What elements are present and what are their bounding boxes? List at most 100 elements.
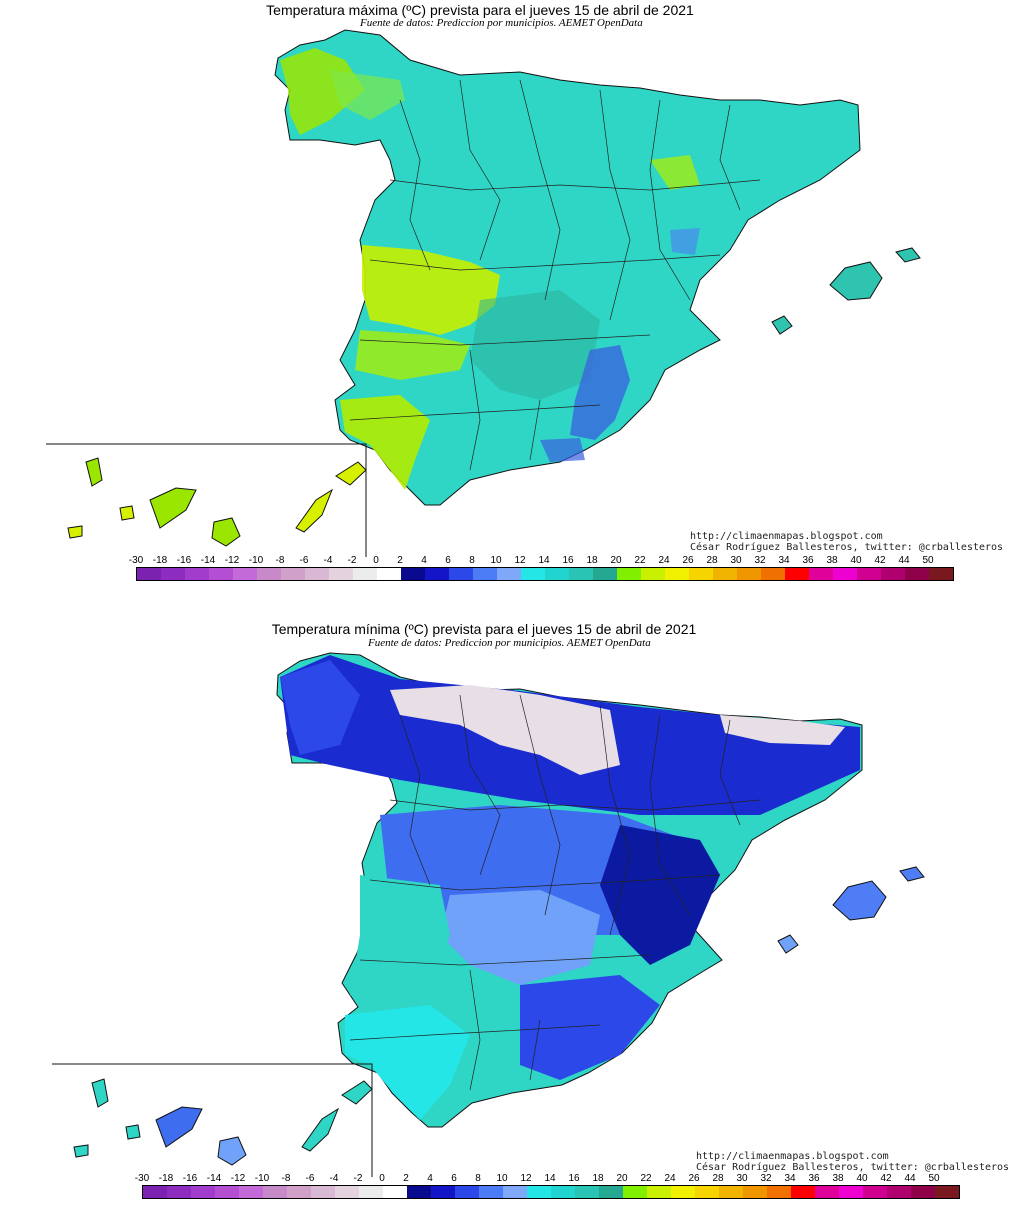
legend-swatch xyxy=(407,1186,431,1198)
legend-tick-label: 50 xyxy=(922,555,934,566)
legend-swatch xyxy=(623,1186,647,1198)
pyrenees-snow-patch xyxy=(720,715,845,745)
legend-swatch xyxy=(329,568,353,580)
min-temp-panel: Temperatura mínima (ºC) prevista para el… xyxy=(0,615,1024,1199)
max-temp-panel: Temperatura máxima (ºC) prevista para el… xyxy=(0,0,1024,590)
legend-tick-label: 32 xyxy=(754,555,766,566)
east-dark-patch xyxy=(600,825,720,965)
extremadura-patch xyxy=(355,330,470,380)
canary-islands xyxy=(67,457,367,547)
mallorca-shape xyxy=(832,880,887,921)
legend-tick-label: 8 xyxy=(469,555,475,566)
legend-swatch xyxy=(593,568,617,580)
legend-tick-label: -8 xyxy=(281,1173,291,1184)
legend-swatch xyxy=(239,1186,263,1198)
legend-swatch xyxy=(143,1186,167,1198)
legend-tick-label: 30 xyxy=(730,555,742,566)
legend-swatch xyxy=(665,568,689,580)
iberian-range-patch xyxy=(670,228,700,255)
legend-swatch xyxy=(641,568,665,580)
legend-swatch xyxy=(857,568,881,580)
legend-swatch xyxy=(311,1186,335,1198)
canary-islands xyxy=(73,1078,373,1166)
legend-swatch xyxy=(761,568,785,580)
legend-swatch xyxy=(359,1186,383,1198)
legend-swatch xyxy=(785,568,809,580)
legend-tick-label: -16 xyxy=(182,1173,198,1184)
legend-swatch xyxy=(671,1186,695,1198)
north-snow-patch xyxy=(390,685,620,775)
legend-swatch xyxy=(263,1186,287,1198)
legend-swatch xyxy=(281,568,305,580)
legend-tick-label: -2 xyxy=(347,555,357,566)
legend-tick-label: 42 xyxy=(880,1173,892,1184)
legend-tick-label: 36 xyxy=(802,555,814,566)
legend-swatch xyxy=(719,1186,743,1198)
legend-tick-label: 18 xyxy=(592,1173,604,1184)
legend-swatch xyxy=(809,568,833,580)
min-map-subtitle: Fuente de datos: Prediccion por municipi… xyxy=(368,637,651,649)
south-east-blue-patch xyxy=(520,975,660,1080)
legend-swatch xyxy=(713,568,737,580)
credit-author: César Rodríguez Ballesteros, twitter: @c… xyxy=(696,1162,1010,1173)
max-credits: http://climaenmapas.blogspot.com César R… xyxy=(690,531,1003,553)
legend-swatch xyxy=(449,568,473,580)
max-legend: -30 -18 -16 -14 -12 -10 -8 -6 -4 -2 0 2 4 6 8 10 12 14 16 1… xyxy=(0,555,1024,595)
legend-tick-label: -6 xyxy=(305,1173,315,1184)
legend-tick-label: 12 xyxy=(520,1173,532,1184)
legend-tick-label: 4 xyxy=(427,1173,433,1184)
credit-url: http://climaenmapas.blogspot.com xyxy=(696,1151,889,1162)
legend-tick-label: -30 xyxy=(134,1173,150,1184)
legend-tick-label: -14 xyxy=(206,1173,222,1184)
legend-tick-label: 44 xyxy=(904,1173,916,1184)
legend-swatch xyxy=(473,568,497,580)
legend-swatch xyxy=(209,568,233,580)
ibiza-shape xyxy=(771,315,793,335)
legend-tick-label: 24 xyxy=(664,1173,676,1184)
legend-swatch xyxy=(911,1186,935,1198)
legend-swatch xyxy=(695,1186,719,1198)
legend-tick-label: 20 xyxy=(610,555,622,566)
legend-swatch xyxy=(431,1186,455,1198)
centre-light-blue-patch xyxy=(440,890,600,985)
legend-tick-label: 16 xyxy=(562,555,574,566)
south-east-cold-patch xyxy=(570,345,630,440)
legend-tick-label: 22 xyxy=(640,1173,652,1184)
max-legend-swatches xyxy=(136,567,954,581)
legend-tick-label: 10 xyxy=(496,1173,508,1184)
legend-swatch xyxy=(191,1186,215,1198)
legend-swatch xyxy=(791,1186,815,1198)
legend-swatch xyxy=(737,568,761,580)
legend-swatch xyxy=(647,1186,671,1198)
legend-tick-label: -2 xyxy=(353,1173,363,1184)
asturias-patch xyxy=(330,70,405,120)
legend-tick-label: -14 xyxy=(200,555,216,566)
legend-tick-label: -18 xyxy=(158,1173,174,1184)
mainland-shape xyxy=(274,29,861,506)
legend-tick-label: -4 xyxy=(329,1173,339,1184)
legend-tick-label: 38 xyxy=(832,1173,844,1184)
min-credits: http://climaenmapas.blogspot.com César R… xyxy=(696,1151,1009,1173)
max-map-subtitle: Fuente de datos: Prediccion por municipi… xyxy=(360,17,643,29)
legend-tick-label: 50 xyxy=(928,1173,940,1184)
legend-tick-label: 26 xyxy=(688,1173,700,1184)
legend-swatch xyxy=(905,568,929,580)
legend-swatch xyxy=(305,568,329,580)
legend-tick-label: 0 xyxy=(379,1173,385,1184)
legend-swatch xyxy=(497,568,521,580)
legend-tick-label: -6 xyxy=(299,555,309,566)
legend-tick-label: 22 xyxy=(634,555,646,566)
legend-tick-label: 28 xyxy=(712,1173,724,1184)
legend-tick-label: -18 xyxy=(152,555,168,566)
legend-swatch xyxy=(479,1186,503,1198)
legend-swatch xyxy=(887,1186,911,1198)
west-warm-patch xyxy=(362,245,500,335)
legend-tick-label: 40 xyxy=(850,555,862,566)
legend-tick-label: 2 xyxy=(397,555,403,566)
legend-swatch xyxy=(353,568,377,580)
menorca-shape xyxy=(895,247,921,263)
legend-tick-label: 8 xyxy=(475,1173,481,1184)
legend-swatch xyxy=(527,1186,551,1198)
legend-tick-label: -12 xyxy=(230,1173,246,1184)
legend-tick-label: 40 xyxy=(856,1173,868,1184)
